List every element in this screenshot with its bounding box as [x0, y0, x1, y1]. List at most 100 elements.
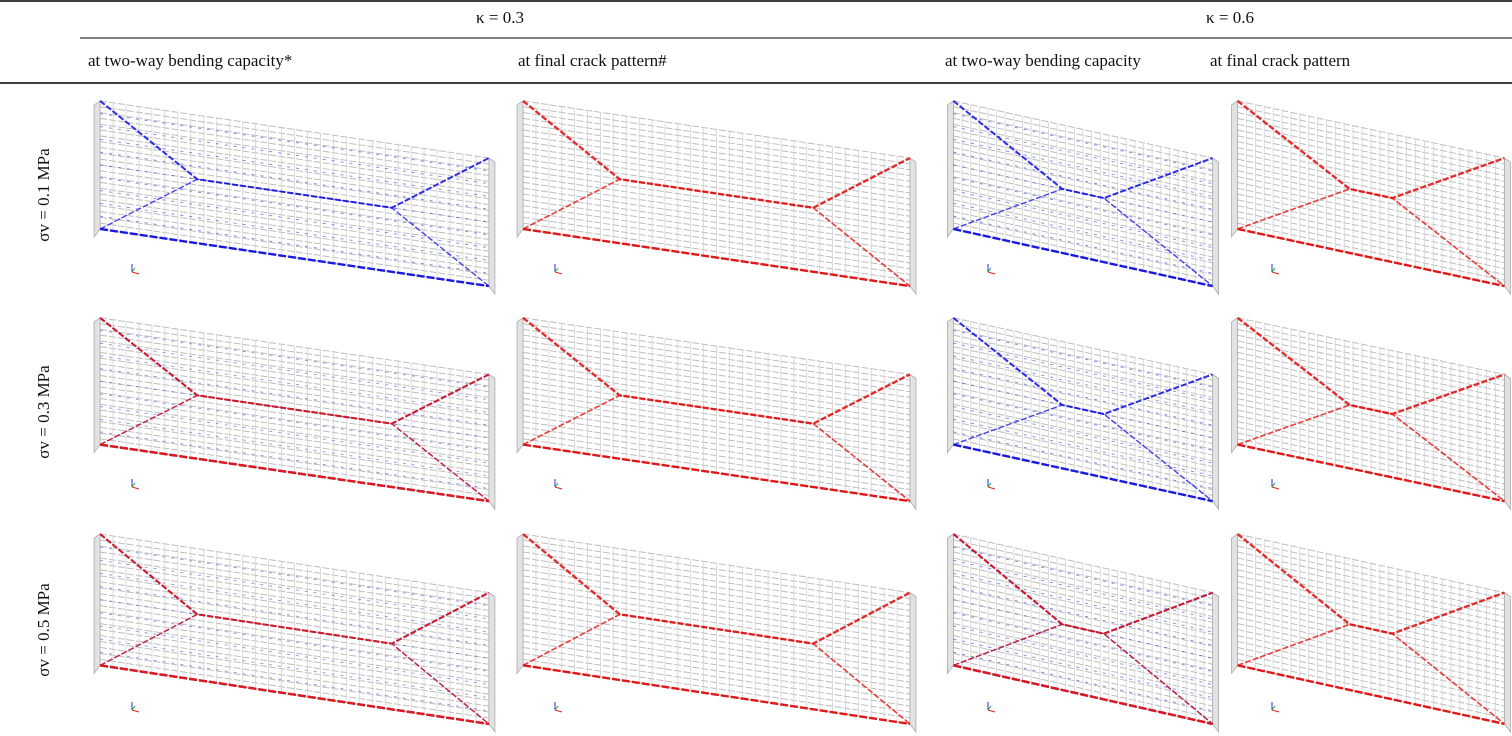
base-crack	[99, 443, 490, 503]
opening-joint	[100, 126, 489, 185]
return-wall	[93, 100, 101, 239]
axis-icon	[131, 705, 136, 711]
base-crack	[99, 664, 490, 726]
column-header: at two-way bending capacity*	[88, 51, 292, 70]
panels	[93, 99, 1511, 734]
opening-joint	[100, 113, 489, 172]
opening-joint	[100, 625, 489, 685]
axis-icon	[554, 271, 563, 275]
base-crack	[99, 227, 490, 288]
opening-joint	[100, 330, 489, 388]
axis-icon	[987, 482, 992, 488]
return-wall	[1231, 533, 1238, 675]
wall-panel	[1231, 316, 1511, 511]
opening-joint	[100, 431, 489, 489]
base-crack	[522, 664, 911, 726]
return-wall	[947, 100, 954, 239]
axis-icon	[987, 709, 996, 713]
return-wall	[947, 317, 954, 454]
base-crack	[522, 443, 911, 503]
axis-icon	[1271, 486, 1280, 490]
opening-joint	[100, 651, 489, 712]
crack-line	[522, 316, 911, 425]
return-wall	[1504, 591, 1511, 734]
wall-panel	[516, 316, 917, 511]
axis-icon	[131, 267, 136, 273]
axis-icon	[131, 482, 136, 488]
opening-joint	[100, 177, 489, 236]
opening-joint	[100, 202, 489, 261]
opening-joint	[100, 355, 489, 413]
wall-panel	[947, 533, 1219, 734]
base-crack	[1237, 443, 1505, 503]
wall-panel	[1231, 99, 1511, 296]
opening-joint	[100, 638, 489, 699]
row-label: σv = 0.5 MPa	[34, 583, 53, 677]
return-wall	[909, 591, 917, 734]
crack-line	[99, 178, 490, 287]
axis-icon	[987, 267, 992, 273]
opening-joint	[100, 612, 489, 672]
base-crack	[953, 443, 1213, 503]
wall-panel	[947, 100, 1219, 296]
return-wall	[516, 533, 524, 675]
return-wall	[516, 317, 524, 454]
opening-joint	[100, 138, 489, 197]
return-wall	[488, 373, 496, 511]
return-wall	[488, 591, 496, 734]
axis-icon	[1271, 267, 1276, 273]
crack-line	[953, 404, 1214, 502]
axis-icon	[554, 486, 563, 490]
column-header: at two-way bending capacity	[945, 51, 1141, 70]
crack-line	[953, 623, 1214, 725]
axis-icon	[1271, 705, 1276, 711]
row-label: σv = 0.1 MPa	[34, 148, 53, 242]
column-header: at final crack pattern#	[518, 51, 667, 70]
wall-panel	[1231, 533, 1511, 734]
wall-panel	[516, 533, 917, 734]
opening-joint	[100, 418, 489, 477]
opening-joint	[100, 586, 489, 646]
opening-joint	[100, 342, 489, 401]
return-wall	[1231, 100, 1238, 239]
wall-panel	[93, 317, 496, 511]
return-wall	[1231, 317, 1238, 454]
axis-icon	[131, 709, 140, 713]
opening-joint	[100, 380, 489, 439]
opening-joint	[100, 599, 489, 659]
crack-line	[522, 533, 911, 645]
column-header: at final crack pattern	[1210, 51, 1351, 70]
axis-icon	[1271, 709, 1280, 713]
axis-icon	[987, 486, 996, 490]
return-wall	[488, 157, 496, 296]
opening-joint	[100, 393, 489, 451]
axis-icon	[554, 267, 559, 273]
axis-icon	[1271, 271, 1280, 275]
return-wall	[93, 317, 101, 454]
axis-icon	[987, 705, 992, 711]
axis-icon	[987, 271, 996, 275]
return-wall	[1504, 373, 1511, 511]
axis-icon	[131, 271, 140, 275]
return-wall	[909, 157, 917, 296]
wall-panel	[516, 99, 917, 296]
base-crack	[953, 664, 1213, 726]
return-wall	[1504, 157, 1511, 296]
opening-joint	[100, 215, 489, 274]
wall-panel	[947, 317, 1219, 511]
crack-line	[1237, 188, 1505, 287]
axis-icon	[554, 482, 559, 488]
axis-icon	[554, 705, 559, 711]
wall-panel	[93, 533, 496, 734]
axis-icon	[1271, 482, 1276, 488]
base-crack	[1237, 664, 1505, 726]
group-header: κ = 0.6	[1206, 8, 1254, 27]
return-wall	[1212, 157, 1219, 296]
axis-icon	[554, 709, 563, 713]
opening-joint	[100, 406, 489, 464]
opening-joint	[100, 559, 489, 620]
axis-icon	[131, 486, 140, 490]
opening-joint	[100, 573, 489, 633]
crack-line	[953, 188, 1214, 287]
